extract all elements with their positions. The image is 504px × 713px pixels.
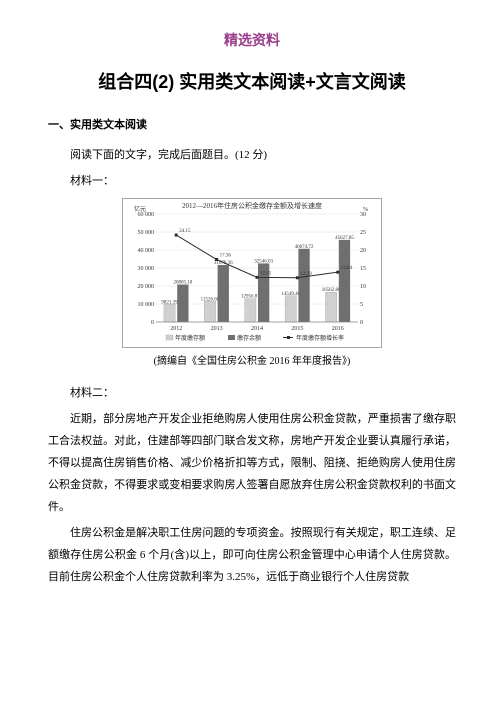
svg-text:17.36: 17.36: [220, 254, 232, 259]
header-label: 精选资料: [48, 30, 456, 50]
svg-text:15: 15: [360, 266, 366, 272]
svg-text:24.15: 24.15: [179, 229, 191, 234]
svg-text:14549.46: 14549.46: [281, 292, 300, 297]
document-page: 精选资料 组合四(2) 实用类文本阅读+文言文阅读 一、实用类文本阅读 阅读下面…: [0, 0, 504, 713]
svg-text:年度缴存额: 年度缴存额: [175, 334, 205, 342]
svg-text:2015: 2015: [291, 326, 303, 332]
svg-text:30: 30: [360, 212, 366, 218]
svg-text:20: 20: [360, 248, 366, 254]
svg-text:2013: 2013: [211, 326, 223, 332]
svg-text:10 000: 10 000: [138, 302, 155, 308]
svg-text:20805.10: 20805.10: [173, 281, 192, 286]
svg-text:13.84: 13.84: [341, 266, 353, 271]
reading-prompt: 阅读下面的文字，完成后面题目。(12 分): [48, 144, 456, 166]
bar-line-chart: 2012—2016年住房公积金缴存金额及增长速度亿元%010 00020 000…: [122, 198, 382, 348]
section-heading: 一、实用类文本阅读: [48, 114, 456, 136]
svg-text:32546.03: 32546.03: [254, 259, 273, 264]
svg-text:2012—2016年住房公积金缴存金额及增长速度: 2012—2016年住房公积金缴存金额及增长速度: [182, 201, 322, 210]
svg-text:10: 10: [360, 284, 366, 290]
svg-text:45627.85: 45627.85: [335, 236, 354, 241]
svg-text:0: 0: [360, 320, 363, 326]
chart-caption: (摘编自《全国住房公积金 2016 年年度报告》): [48, 352, 456, 372]
material2-label: 材料二：: [48, 382, 456, 404]
main-title: 组合四(2) 实用类文本阅读+文言文阅读: [48, 68, 456, 94]
svg-text:40 000: 40 000: [138, 248, 155, 254]
svg-text:20 000: 20 000: [138, 284, 155, 290]
svg-text:11526.68: 11526.68: [201, 297, 220, 302]
material2-p1: 近期，部分房地产开发企业拒绝购房人使用住房公积金贷款，严重损害了缴存职工合法权益…: [48, 408, 456, 518]
svg-text:16562.88: 16562.88: [322, 288, 341, 293]
svg-text:年度缴存额增长率: 年度缴存额增长率: [296, 334, 344, 342]
svg-text:12956.87: 12956.87: [241, 295, 260, 300]
svg-text:60 000: 60 000: [138, 212, 155, 218]
material2-p2: 住房公积金是解决职工住房问题的专项资金。按照现行有关规定，职工连续、足额缴存住房…: [48, 522, 456, 588]
svg-text:缴存余额: 缴存余额: [237, 334, 261, 342]
svg-text:2014: 2014: [251, 326, 263, 332]
svg-text:2012: 2012: [170, 326, 182, 332]
svg-text:5: 5: [360, 302, 363, 308]
content-section: 一、实用类文本阅读 阅读下面的文字，完成后面题目。(12 分) 材料一： 201…: [48, 114, 456, 588]
svg-text:30 000: 30 000: [138, 266, 155, 272]
svg-text:2016: 2016: [332, 326, 344, 332]
svg-text:25: 25: [360, 230, 366, 236]
svg-text:0: 0: [151, 320, 154, 326]
svg-text:9821.39: 9821.39: [161, 300, 178, 305]
chart-container: 2012—2016年住房公积金缴存金额及增长速度亿元%010 00020 000…: [122, 198, 382, 348]
svg-text:12.41: 12.41: [260, 271, 272, 276]
svg-text:50 000: 50 000: [138, 230, 155, 236]
material1-label: 材料一：: [48, 170, 456, 192]
svg-text:40674.72: 40674.72: [295, 245, 314, 250]
